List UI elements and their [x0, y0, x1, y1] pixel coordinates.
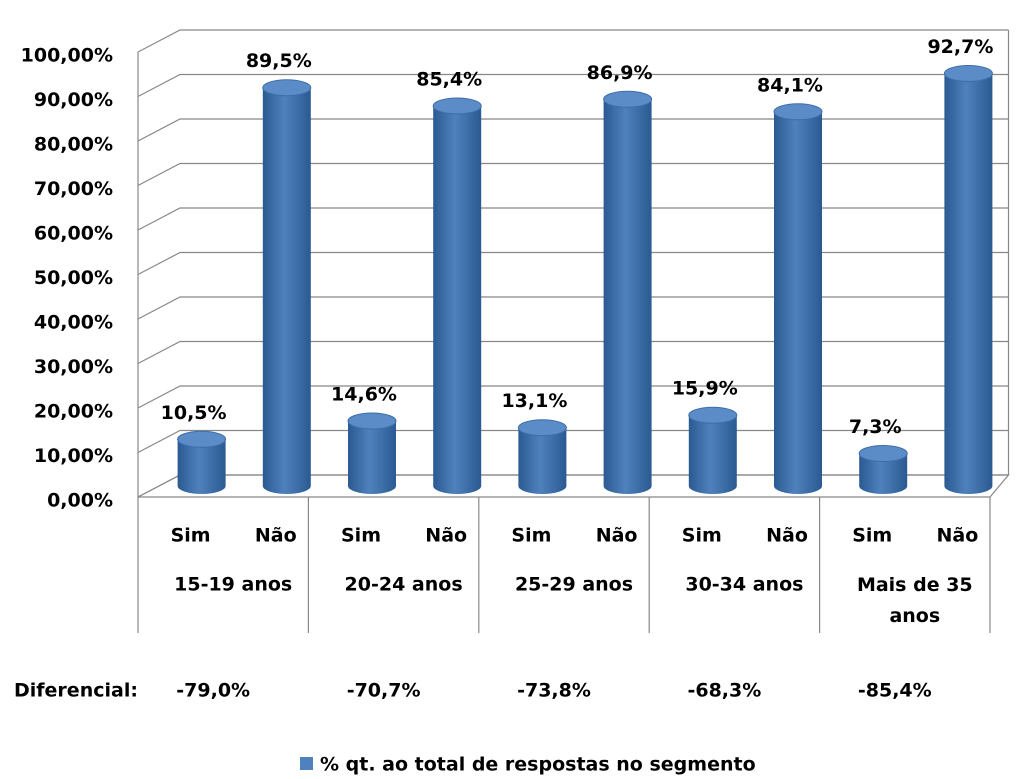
- bar: [603, 90, 653, 495]
- y-tick-label: 0,00%: [47, 490, 113, 512]
- grid-line: [137, 340, 1009, 365]
- group-label: Mais de 35 anos: [857, 574, 973, 627]
- bar-body: [262, 87, 311, 494]
- group-label: 15-19 anos: [174, 574, 292, 596]
- bar-top: [347, 412, 397, 430]
- y-tick-label: 50,00%: [34, 267, 113, 289]
- y-tick-label: 40,00%: [34, 312, 113, 334]
- bar-body: [177, 439, 226, 494]
- legend-label: % qt. ao total de respostas no segmento: [320, 754, 756, 776]
- bar-body: [859, 453, 908, 494]
- bar-top: [773, 103, 823, 121]
- x-tick-label: Não: [425, 525, 467, 547]
- group-label: 30-34 anos: [685, 574, 803, 596]
- bar-body: [688, 415, 737, 494]
- x-tick-label: Sim: [682, 525, 722, 547]
- bar-top: [177, 430, 227, 448]
- value-label: 85,4%: [416, 68, 482, 90]
- grid-line: [137, 29, 1009, 53]
- grid-line: [137, 207, 1009, 231]
- bar-top: [943, 64, 993, 82]
- value-label: 14,6%: [331, 384, 397, 406]
- bar-body: [603, 99, 652, 495]
- grid-line: [137, 73, 1009, 98]
- bar-body: [433, 105, 482, 494]
- x-tick-label: Sim: [852, 525, 892, 547]
- differential-value: -70,7%: [347, 680, 421, 702]
- value-label: 89,5%: [246, 50, 312, 72]
- bar-body: [944, 73, 993, 495]
- y-tick-label: 30,00%: [34, 356, 113, 378]
- bar: [262, 79, 312, 494]
- bar: [773, 103, 823, 494]
- grid-line: [137, 162, 1009, 187]
- bar: [943, 64, 993, 495]
- bar-top: [432, 97, 482, 115]
- grid-line: [137, 118, 1009, 142]
- bar-body: [348, 421, 396, 494]
- bar-top: [517, 419, 567, 437]
- differential-value: -68,3%: [687, 680, 761, 702]
- y-tick-label: 10,00%: [34, 445, 113, 467]
- value-label: 13,1%: [501, 390, 567, 412]
- y-tick-label: 20,00%: [34, 401, 113, 423]
- bar-body: [518, 427, 567, 494]
- group-label: 25-29 anos: [515, 574, 633, 596]
- x-tick-label: Não: [766, 525, 808, 547]
- legend-swatch: [300, 757, 313, 770]
- bar: [432, 97, 482, 494]
- group-label: 20-24 anos: [345, 574, 463, 596]
- value-label: 15,9%: [672, 378, 738, 400]
- bar-top: [603, 90, 653, 108]
- x-tick-label: Sim: [171, 525, 211, 547]
- bar: [347, 412, 397, 494]
- x-tick-label: Não: [596, 525, 638, 547]
- grid-line: [137, 296, 1009, 320]
- bar-top: [688, 406, 738, 424]
- grid-line: [137, 251, 1009, 276]
- value-label: 84,1%: [757, 74, 823, 96]
- y-tick-label: 80,00%: [34, 134, 113, 156]
- x-tick-label: Não: [255, 525, 297, 547]
- bar: [517, 419, 567, 494]
- differential-value: -73,8%: [517, 680, 591, 702]
- differential-value: -79,0%: [176, 680, 250, 702]
- bar: [688, 406, 738, 494]
- value-label: 10,5%: [161, 402, 227, 424]
- y-tick-label: 60,00%: [34, 223, 113, 245]
- y-tick-label: 100,00%: [21, 45, 113, 67]
- x-tick-label: Sim: [511, 525, 551, 547]
- bar: [177, 430, 227, 494]
- value-label: 7,3%: [849, 416, 902, 438]
- plot: 0,00% 10,00% 20,00% 30,00% 40,00% 50,00% 60,00…: [14, 29, 1010, 776]
- bar-top: [858, 445, 908, 463]
- value-label: 92,7%: [927, 36, 993, 58]
- grid-line: [137, 385, 1009, 409]
- bar-top: [262, 79, 312, 97]
- value-label: 86,9%: [587, 62, 653, 84]
- differential-label: Diferencial:: [14, 680, 138, 702]
- y-tick-label: 70,00%: [34, 178, 113, 200]
- bar-body: [774, 111, 822, 494]
- x-tick-label: Sim: [341, 525, 381, 547]
- differential-value: -85,4%: [858, 680, 932, 702]
- x-tick-label: Não: [937, 525, 979, 547]
- y-tick-label: 90,00%: [34, 89, 113, 111]
- bar: [858, 445, 908, 494]
